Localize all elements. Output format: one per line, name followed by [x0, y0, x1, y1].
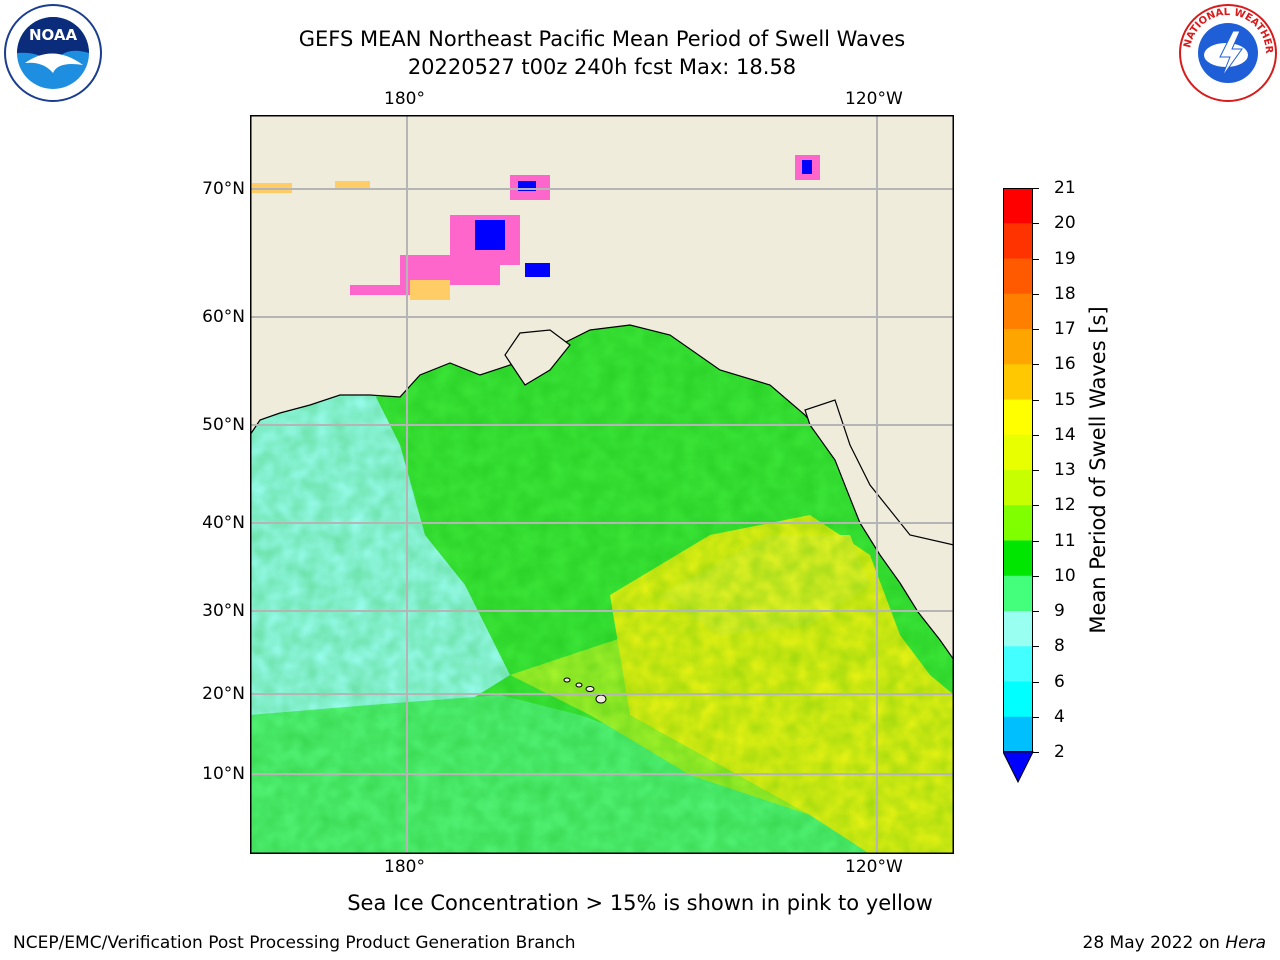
colorbar-cells — [1003, 188, 1033, 753]
colorbar-cell — [1003, 364, 1033, 400]
footer-date: 28 May 2022 on Hera — [1083, 933, 1267, 953]
hawaiian-islands — [563, 677, 607, 704]
colorbar-tick-label: 2 — [1054, 742, 1065, 762]
alaska-south-coast — [504, 329, 571, 386]
colorbar-cell — [1003, 399, 1033, 436]
colorbar-tick-label: 15 — [1054, 389, 1076, 410]
colorbar-tick-mark — [1033, 681, 1039, 683]
colorbar-tick-label: 9 — [1054, 601, 1065, 621]
colorbar-tick-mark — [1033, 470, 1039, 471]
noaa-logo-text: NOAA — [29, 26, 78, 44]
national-weather-service-logo: NATIONAL WEATHER SERVICE — [1178, 3, 1277, 102]
colorbar — [1003, 188, 1034, 783]
colorbar-tick-mark — [1033, 646, 1039, 648]
lat-label-50n: 50°N — [202, 415, 245, 435]
colorbar-cell — [1003, 716, 1033, 753]
colorbar-cell — [1003, 575, 1033, 612]
colorbar-cell — [1003, 470, 1033, 506]
colorbar-tick-label: 16 — [1054, 354, 1076, 375]
lon-label-top-120w: 120°W — [845, 89, 903, 109]
colorbar-cell — [1003, 434, 1033, 471]
colorbar-tick-mark — [1033, 611, 1039, 612]
colorbar-cell — [1003, 611, 1033, 647]
colorbar-cell — [1003, 188, 1033, 224]
lon-label-top-180: 180° — [384, 89, 425, 109]
colorbar-tick-label: 19 — [1054, 248, 1076, 269]
footer-branch: NCEP/EMC/Verification Post Processing Pr… — [13, 933, 576, 953]
colorbar-tick-label: 20 — [1054, 213, 1076, 234]
colorbar-tick-mark — [1033, 575, 1039, 577]
colorbar-tick-mark — [1033, 540, 1039, 542]
colorbar-tick-mark — [1033, 258, 1039, 260]
colorbar-cell — [1003, 646, 1033, 682]
colorbar-cell — [1003, 258, 1033, 295]
footer-host: Hera — [1225, 933, 1266, 953]
lat-label-10n: 10°N — [202, 764, 245, 784]
map-gridlines — [250, 115, 954, 854]
colorbar-cell — [1003, 681, 1033, 718]
colorbar-tick-label: 21 — [1054, 178, 1076, 198]
colorbar-frame — [1003, 188, 1033, 752]
footer-date-text: 28 May 2022 on — [1082, 933, 1226, 953]
colorbar-tick-label: 18 — [1054, 283, 1076, 304]
colorbar-tick-label: 14 — [1054, 424, 1076, 445]
colorbar-under-arrow — [1003, 751, 1034, 783]
colorbar-cell — [1003, 505, 1033, 541]
colorbar-tick-mark — [1033, 716, 1039, 718]
lat-label-30n: 30°N — [202, 601, 245, 621]
colorbar-cell — [1003, 329, 1033, 365]
colorbar-tick-label: 6 — [1054, 671, 1065, 692]
chart-title: GEFS MEAN Northeast Pacific Mean Period … — [298, 27, 906, 51]
colorbar-tick-label: 4 — [1054, 706, 1065, 727]
sea-ice-patches — [252, 155, 820, 300]
lat-label-20n: 20°N — [202, 684, 245, 704]
colorbar-tick-label: 8 — [1054, 636, 1065, 657]
lat-label-40n: 40°N — [202, 513, 245, 533]
colorbar-tick-label: 13 — [1054, 460, 1076, 480]
colorbar-tick-mark — [1033, 293, 1039, 295]
colorbar-tick-mark — [1033, 399, 1039, 401]
colorbar-tick-mark — [1033, 752, 1039, 753]
colorbar-tick-mark — [1033, 364, 1039, 366]
lat-label-70n: 70°N — [202, 179, 245, 199]
colorbar-tick-label: 11 — [1054, 530, 1076, 551]
swell-period-map — [250, 115, 954, 854]
colorbar-cell — [1003, 223, 1033, 259]
colorbar-tick-label: 10 — [1054, 565, 1076, 586]
colorbar-tick-mark — [1033, 188, 1039, 189]
colorbar-label: Mean Period of Swell Waves [s] — [1086, 306, 1110, 634]
colorbar-cell — [1003, 293, 1033, 330]
lat-label-60n: 60°N — [202, 307, 245, 327]
chart-subtitle: 20220527 t00z 240h fcst Max: 18.58 — [407, 55, 797, 79]
colorbar-tick-mark — [1033, 223, 1039, 225]
colorbar-cell — [1003, 540, 1033, 577]
noaa-logo: NOAA — [4, 4, 102, 102]
colorbar-tick-mark — [1033, 434, 1039, 436]
colorbar-tick-label: 17 — [1054, 319, 1076, 339]
colorbar-tick-label: 12 — [1054, 495, 1076, 516]
colorbar-tick-mark — [1033, 505, 1039, 507]
lon-label-bottom-180: 180° — [384, 857, 425, 877]
lon-label-bottom-120w: 120°W — [845, 857, 903, 877]
colorbar-tick-mark — [1033, 329, 1039, 330]
sea-ice-note: Sea Ice Concentration > 15% is shown in … — [347, 891, 933, 915]
map-frame — [250, 115, 954, 854]
